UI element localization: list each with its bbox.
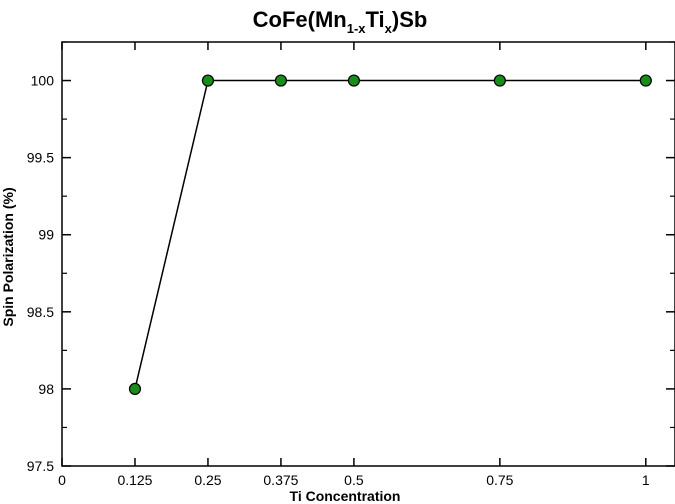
y-axis-label: Spin Polarization (%) [0, 187, 16, 326]
x-tick-label: 1 [642, 472, 650, 488]
chart-title-part: 1-x [347, 21, 367, 36]
x-tick-label: 0.5 [344, 472, 364, 488]
y-tick-label: 99 [38, 227, 54, 243]
chart-title: CoFe(Mn1-xTix)Sb [253, 7, 428, 36]
y-tick-label: 98.5 [27, 304, 54, 320]
plot-frame [61, 41, 675, 467]
data-point [639, 74, 652, 87]
x-axis-label: Ti Concentration [290, 488, 401, 504]
x-axis: 0 0.125 0.25 0.375 0.5 0.75 1 [58, 42, 650, 488]
y-tick-label: 100 [31, 73, 55, 89]
series-point-group [128, 74, 652, 396]
chart-title-part: CoFe(Mn [253, 7, 347, 32]
chart-title-part: )Sb [392, 7, 427, 32]
data-point [347, 74, 361, 87]
data-point [128, 382, 142, 396]
y-tick-label: 97.5 [27, 458, 54, 474]
x-tick-label: 0.125 [117, 472, 152, 488]
series-line-group [134, 79, 646, 390]
x-tick-label: 0.75 [486, 472, 513, 488]
data-point [493, 74, 506, 87]
data-point [201, 74, 215, 87]
y-axis: 97.5 98 98.5 99 99.5 100 [27, 41, 675, 474]
data-point [274, 74, 288, 87]
x-tick-label: 0.25 [194, 472, 221, 488]
series-line [134, 79, 646, 390]
y-tick-label: 98 [38, 381, 54, 397]
x-tick-label: 0.375 [263, 472, 298, 488]
y-tick-label: 99.5 [27, 150, 54, 166]
chart-title-part: x [385, 21, 393, 36]
chart-title-part: Ti [366, 7, 385, 32]
x-tick-label: 0 [58, 472, 66, 488]
